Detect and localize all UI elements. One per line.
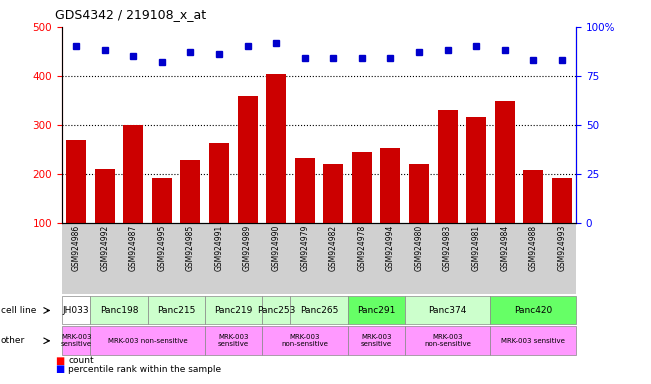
Text: GSM924986: GSM924986: [72, 225, 81, 271]
Text: count: count: [68, 356, 94, 366]
Bar: [209, 143, 229, 272]
Text: MRK-003 sensitive: MRK-003 sensitive: [501, 338, 565, 344]
Bar: [409, 164, 429, 272]
Text: ■: ■: [55, 356, 64, 366]
Bar: [66, 141, 86, 272]
Text: GSM924982: GSM924982: [329, 225, 338, 271]
Text: GSM924995: GSM924995: [158, 225, 167, 271]
Text: GSM924978: GSM924978: [357, 225, 367, 271]
Text: Panc265: Panc265: [300, 306, 338, 315]
Text: GSM924985: GSM924985: [186, 225, 195, 271]
Text: GSM924990: GSM924990: [271, 225, 281, 271]
Text: GSM924993: GSM924993: [557, 225, 566, 271]
Text: GSM924983: GSM924983: [443, 225, 452, 271]
Text: MRK-003 non-sensitive: MRK-003 non-sensitive: [108, 338, 187, 344]
Text: GSM924994: GSM924994: [386, 225, 395, 271]
Bar: [152, 178, 172, 272]
Bar: [266, 74, 286, 272]
Text: GSM924980: GSM924980: [415, 225, 424, 271]
Bar: [238, 96, 258, 272]
Text: Panc374: Panc374: [428, 306, 467, 315]
Bar: [295, 157, 314, 272]
Bar: [523, 170, 544, 272]
Text: MRK-003
sensitive: MRK-003 sensitive: [61, 334, 92, 347]
Text: MRK-003
sensitive: MRK-003 sensitive: [217, 334, 249, 347]
Text: Panc215: Panc215: [157, 306, 195, 315]
Bar: [352, 152, 372, 272]
Bar: [180, 160, 201, 272]
Text: other: other: [1, 336, 25, 345]
Bar: [495, 101, 515, 272]
Text: GDS4342 / 219108_x_at: GDS4342 / 219108_x_at: [55, 8, 206, 21]
Bar: [437, 110, 458, 272]
Bar: [324, 164, 343, 272]
Text: JH033: JH033: [62, 306, 89, 315]
Text: ■: ■: [55, 364, 64, 374]
Text: GSM924991: GSM924991: [214, 225, 223, 271]
Text: GSM924989: GSM924989: [243, 225, 252, 271]
Text: Panc219: Panc219: [214, 306, 253, 315]
Text: GSM924987: GSM924987: [129, 225, 138, 271]
Text: GSM924988: GSM924988: [529, 225, 538, 271]
Text: GSM924981: GSM924981: [471, 225, 480, 271]
Text: MRK-003
non-sensitive: MRK-003 non-sensitive: [424, 334, 471, 347]
Text: Panc253: Panc253: [257, 306, 296, 315]
Bar: [380, 148, 400, 272]
Text: Panc291: Panc291: [357, 306, 395, 315]
Text: Panc198: Panc198: [100, 306, 138, 315]
Text: Panc420: Panc420: [514, 306, 553, 315]
Bar: [94, 169, 115, 272]
Text: GSM924992: GSM924992: [100, 225, 109, 271]
Text: GSM924984: GSM924984: [500, 225, 509, 271]
Text: MRK-003
sensitive: MRK-003 sensitive: [361, 334, 392, 347]
Bar: [123, 125, 143, 272]
Text: cell line: cell line: [1, 306, 36, 315]
Text: percentile rank within the sample: percentile rank within the sample: [68, 365, 221, 374]
Text: MRK-003
non-sensitive: MRK-003 non-sensitive: [281, 334, 328, 347]
Bar: [552, 178, 572, 272]
Bar: [466, 118, 486, 272]
Text: GSM924979: GSM924979: [300, 225, 309, 271]
